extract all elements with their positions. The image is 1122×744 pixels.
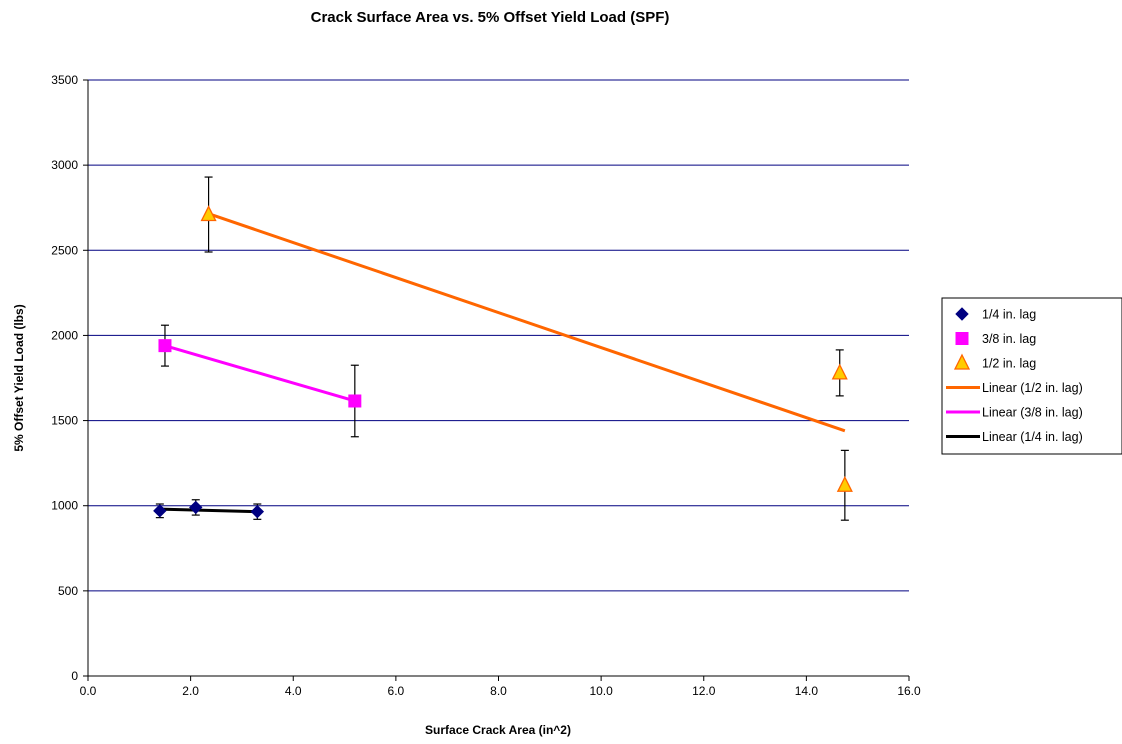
data-point-2-0 bbox=[200, 205, 217, 222]
y-tick-label-5: 2500 bbox=[51, 243, 78, 257]
data-point-0-0 bbox=[153, 504, 167, 518]
x-tick-label-8: 16.0 bbox=[897, 684, 921, 698]
y-axis-title: 5% Offset Yield Load (lbs) bbox=[12, 304, 26, 451]
legend-label-2: 1/2 in. lag bbox=[982, 357, 1036, 371]
data-point-1-0 bbox=[158, 339, 172, 353]
x-axis-title: Surface Crack Area (in^2) bbox=[425, 723, 571, 737]
y-tick-label-1: 500 bbox=[58, 584, 78, 598]
x-tick-label-3: 6.0 bbox=[388, 684, 405, 698]
x-tick-label-4: 8.0 bbox=[490, 684, 507, 698]
data-point-2-2 bbox=[836, 475, 853, 492]
legend-trend-label-2: Linear (1/4 in. lag) bbox=[982, 430, 1083, 444]
data-point-0-1 bbox=[189, 500, 203, 515]
y-tick-label-0: 0 bbox=[71, 669, 78, 683]
trendline-2 bbox=[159, 507, 258, 514]
data-points bbox=[153, 205, 853, 519]
axes bbox=[83, 79, 910, 681]
chart-title: Crack Surface Area vs. 5% Offset Yield L… bbox=[311, 9, 670, 26]
legend-marker-1 bbox=[955, 332, 969, 345]
x-tick-label-0: 0.0 bbox=[80, 684, 97, 698]
legend-marker-2 bbox=[953, 353, 971, 370]
legend-trend-label-1: Linear (3/8 in. lag) bbox=[982, 406, 1083, 420]
y-tick-label-2: 1000 bbox=[51, 499, 78, 513]
x-tick-label-7: 14.0 bbox=[795, 684, 819, 698]
data-point-1-1 bbox=[348, 394, 362, 408]
legend-items: 1/4 in. lag 3/8 in. lag 1/2 in. lag Linear … bbox=[946, 307, 1083, 444]
data-point-2-1 bbox=[831, 363, 848, 380]
legend-box bbox=[941, 297, 1122, 455]
trendline-1 bbox=[164, 344, 356, 403]
legend-trend-label-0: Linear (1/2 in. lag) bbox=[982, 381, 1083, 395]
x-tick-label-5: 10.0 bbox=[589, 684, 613, 698]
data-point-0-2 bbox=[250, 504, 265, 519]
trendline-0 bbox=[208, 212, 846, 433]
trendlines bbox=[159, 212, 846, 514]
error-bars bbox=[155, 176, 849, 521]
legend-marker-0 bbox=[955, 307, 969, 321]
y-tick-label-3: 1500 bbox=[51, 414, 78, 428]
grid-lines bbox=[88, 79, 909, 592]
y-tick-label-7: 3500 bbox=[51, 73, 78, 87]
tick-labels: 0 500 1000 1500 2000 2500 3000 3500 0.0 2.0 4.0 6.0… bbox=[51, 73, 921, 698]
x-tick-label-6: 12.0 bbox=[692, 684, 716, 698]
legend-label-1: 3/8 in. lag bbox=[982, 332, 1036, 346]
x-tick-label-1: 2.0 bbox=[182, 684, 199, 698]
x-tick-label-2: 4.0 bbox=[285, 684, 302, 698]
legend: 1/4 in. lag 3/8 in. lag 1/2 in. lag Linear … bbox=[941, 297, 1122, 455]
y-tick-label-4: 2000 bbox=[51, 328, 78, 342]
legend-label-0: 1/4 in. lag bbox=[982, 308, 1036, 322]
y-tick-label-6: 3000 bbox=[51, 158, 78, 172]
